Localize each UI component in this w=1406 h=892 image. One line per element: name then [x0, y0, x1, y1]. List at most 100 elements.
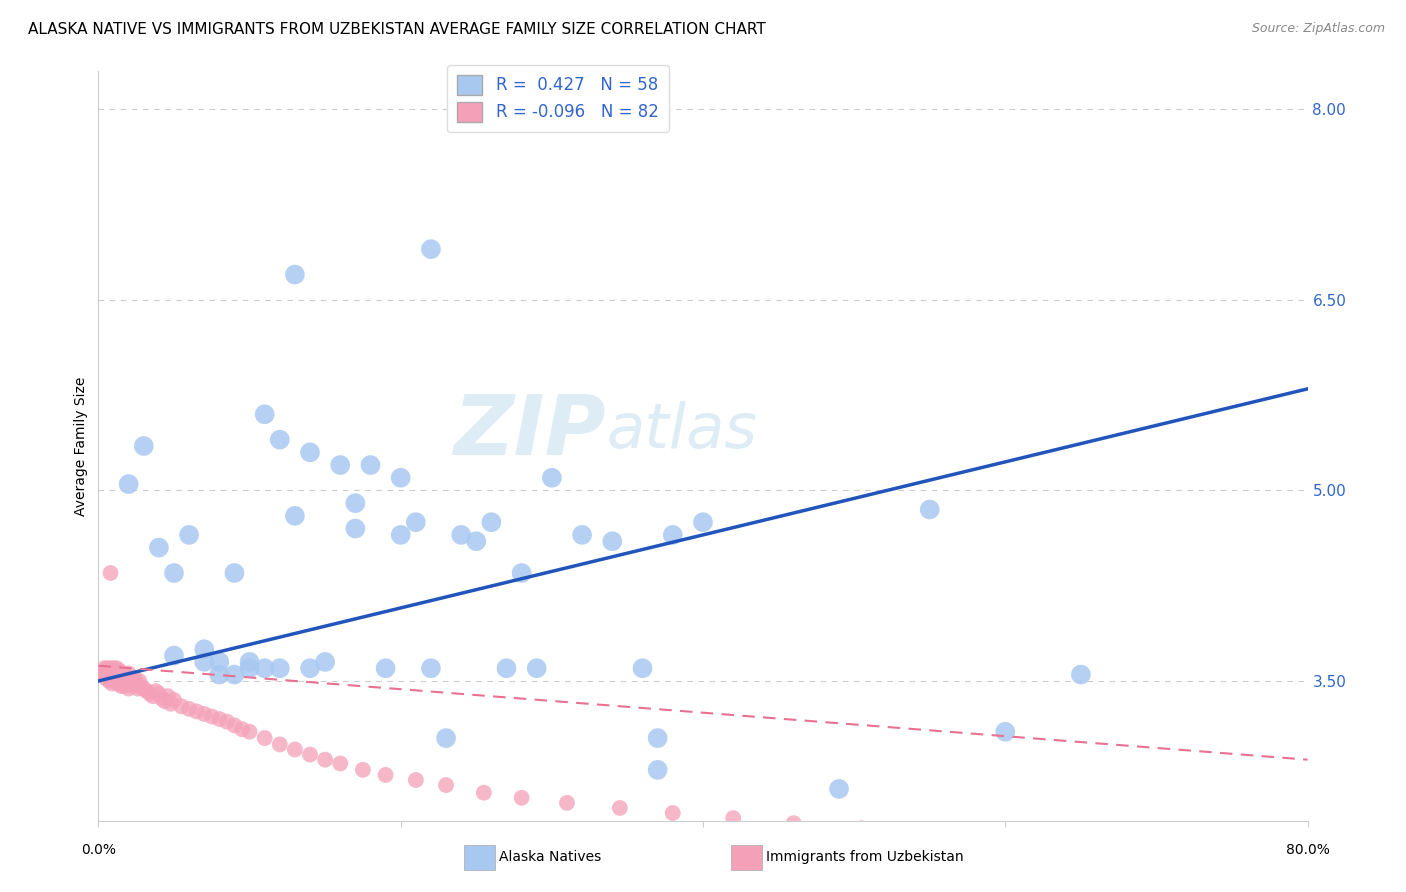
Point [100, 566, 122, 580]
Point [510, 566, 533, 580]
Point [108, 672, 131, 686]
Point [540, 471, 562, 485]
Point [510, 790, 533, 805]
Point [148, 541, 170, 555]
Point [571, 528, 593, 542]
Point [284, 508, 307, 523]
Point [163, 693, 186, 707]
Point [329, 756, 352, 771]
Point [224, 718, 246, 732]
Point [105, 669, 128, 683]
Point [284, 268, 307, 282]
Point [661, 805, 683, 820]
Point [103, 667, 125, 681]
Point [329, 458, 352, 472]
Point [405, 515, 427, 529]
Point [352, 763, 374, 777]
Legend: R =  0.427   N = 58, R = -0.096   N = 82: R = 0.427 N = 58, R = -0.096 N = 82 [447, 65, 668, 132]
Point [100, 669, 122, 683]
Point [434, 731, 457, 745]
Point [208, 712, 231, 726]
Point [156, 689, 179, 703]
Point [374, 661, 396, 675]
Point [124, 672, 146, 686]
Point [465, 534, 488, 549]
Point [208, 667, 231, 681]
Text: Immigrants from Uzbekistan: Immigrants from Uzbekistan [766, 850, 965, 864]
Point [118, 681, 141, 696]
Point [1070, 667, 1092, 681]
Point [120, 672, 142, 686]
Point [135, 684, 157, 698]
Point [239, 661, 262, 675]
Point [132, 681, 155, 696]
Point [112, 679, 135, 693]
Point [231, 722, 253, 736]
Point [186, 705, 208, 719]
Point [179, 702, 201, 716]
Point [150, 691, 173, 706]
Point [170, 699, 193, 714]
Point [145, 684, 167, 698]
Point [193, 642, 215, 657]
Point [129, 679, 152, 693]
Point [215, 714, 238, 729]
Point [101, 676, 124, 690]
Point [314, 655, 336, 669]
Point [91, 667, 114, 681]
Point [647, 763, 669, 777]
Point [153, 694, 176, 708]
Point [100, 661, 122, 675]
Point [450, 528, 472, 542]
Point [269, 433, 291, 447]
Text: ZIP: ZIP [454, 391, 606, 472]
Point [374, 768, 396, 782]
Point [918, 502, 941, 516]
Y-axis label: Average Family Size: Average Family Size [75, 376, 89, 516]
Point [110, 667, 132, 681]
Point [269, 661, 291, 675]
Point [98, 673, 121, 688]
Point [104, 664, 127, 678]
Point [101, 666, 124, 681]
Point [269, 738, 291, 752]
Point [495, 661, 517, 675]
Text: 0.0%: 0.0% [82, 844, 115, 857]
Point [103, 673, 125, 688]
Point [631, 661, 654, 675]
Point [193, 655, 215, 669]
Point [127, 681, 149, 696]
Point [111, 666, 134, 681]
Point [105, 661, 128, 675]
Point [851, 822, 873, 836]
Point [224, 566, 246, 580]
Point [132, 439, 155, 453]
Point [193, 706, 215, 721]
Point [344, 522, 367, 536]
Point [253, 731, 276, 745]
Point [360, 458, 382, 472]
Point [609, 801, 631, 815]
Point [111, 673, 134, 688]
Point [208, 655, 231, 669]
Point [420, 661, 443, 675]
Point [994, 724, 1017, 739]
Point [163, 648, 186, 663]
Point [239, 655, 262, 669]
Point [389, 471, 412, 485]
Text: Source: ZipAtlas.com: Source: ZipAtlas.com [1251, 22, 1385, 36]
Point [723, 811, 745, 825]
Point [108, 664, 131, 678]
Point [114, 676, 136, 690]
Point [201, 709, 224, 723]
Point [299, 661, 322, 675]
Point [555, 796, 578, 810]
Point [224, 667, 246, 681]
Point [179, 528, 201, 542]
Point [344, 496, 367, 510]
Point [160, 697, 183, 711]
Text: 80.0%: 80.0% [1285, 844, 1330, 857]
Point [118, 666, 141, 681]
Point [98, 664, 121, 678]
Point [420, 242, 443, 256]
